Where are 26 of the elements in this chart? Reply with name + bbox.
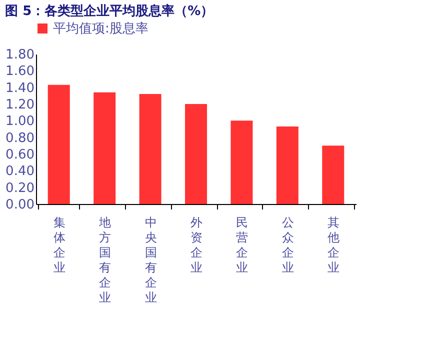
y-tick-label: 0.20	[6, 180, 34, 196]
y-tick-label: 0.60	[6, 148, 34, 162]
y-tick-label: 0.80	[6, 130, 34, 146]
bar	[48, 84, 70, 204]
y-tick-label: 0.00	[6, 198, 34, 212]
bar	[94, 92, 116, 204]
x-tick-label: 地方国有企业	[98, 216, 112, 304]
y-tick-label: 1.60	[6, 64, 34, 80]
legend-label: 平均值项:股息率	[53, 20, 148, 36]
x-tick-label: 民营企业	[236, 216, 248, 274]
x-tick-label: 其他企业	[328, 216, 340, 274]
bar	[322, 146, 344, 204]
y-tick-label: 1.00	[6, 114, 34, 130]
x-tick-label: 公众企业	[282, 216, 294, 274]
x-tick-label: 外资企业	[190, 216, 202, 274]
y-tick-label: 0.40	[6, 164, 34, 180]
y-tick-label: 1.20	[6, 98, 34, 112]
y-tick-label: 1.40	[6, 80, 34, 96]
y-tick-label: 1.80	[6, 48, 34, 62]
x-tick-label: 中央国有企业	[144, 216, 157, 304]
chart-title: 图 5：各类型企业平均股息率（%）	[5, 3, 214, 19]
bar	[230, 120, 253, 204]
x-tick-label: 集体企业	[53, 216, 66, 274]
bar	[185, 104, 207, 204]
bar	[139, 94, 162, 204]
bar	[276, 126, 298, 204]
